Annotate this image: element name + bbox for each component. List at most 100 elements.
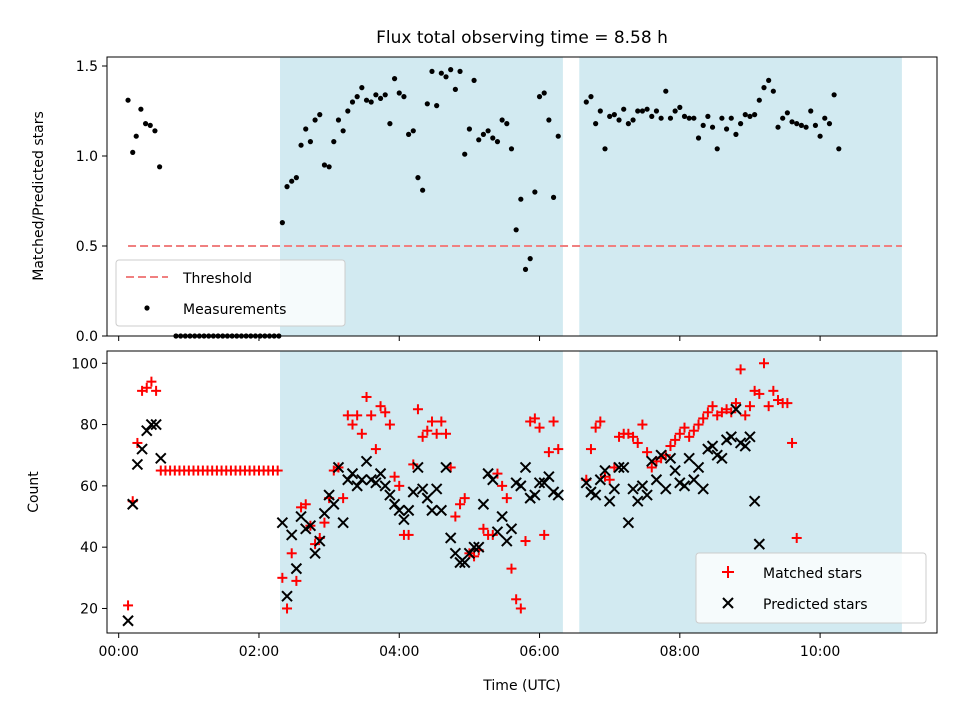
measurement-point [714,146,720,152]
measurement-point [677,104,683,110]
measurement-point [429,68,435,74]
predicted-star-point [416,483,429,495]
count-ytick-label: 80 [80,418,98,434]
measurement-point [663,88,669,94]
predicted-star-point [426,504,438,517]
matched-star-point [604,474,615,485]
predicted-star-point [332,461,345,474]
measurement-point [373,92,379,98]
predicted-star-point [468,541,480,553]
matched-star-point [361,391,372,402]
predicted-star-point [421,492,434,504]
predicted-star-point [136,443,148,455]
ratio-y-axis-label: Matched/Predicted stars [31,111,47,281]
predicted-star-point [393,504,405,517]
matched-star-point [291,575,302,586]
predicted-star-point [398,513,410,526]
predicted-star-point [356,474,368,486]
matched-star-point [310,539,321,550]
measurement-point [550,194,557,200]
measurement-point [443,74,449,80]
matched-star-point [132,437,143,448]
measurement-point [649,113,655,119]
measurement-point [377,95,384,101]
measurement-point [742,112,748,118]
matched-star-point [277,572,288,583]
measurement-point [152,128,158,134]
measurement-point [817,133,823,139]
measurement-point [705,113,711,119]
predicted-star-point [440,461,452,474]
matched-star-point [707,401,718,412]
measurement-point [298,142,304,148]
predicted-star-point [487,474,499,486]
predicted-star-point [515,480,527,492]
measurement-point [466,126,472,132]
measurement-point [616,117,622,123]
matched-star-point [698,413,709,424]
predicted-star-point [533,477,546,489]
matched-legend-label: Matched stars [763,566,862,582]
measurement-point [345,108,351,114]
measurement-point [625,121,631,127]
predicted-star-point [412,461,424,474]
predicted-star-point [599,464,611,477]
predicted-star-point [622,516,635,529]
measurement-point [532,189,538,195]
measurement-point [583,99,589,105]
measurement-point [766,77,772,83]
predicted-star-point [505,523,518,535]
predicted-star-point [459,556,471,569]
matched-star-point [356,428,367,439]
measurement-point [728,115,734,121]
matched-star-point [412,404,423,415]
count-xtick-label: 04:00 [379,644,419,660]
measurement-point [756,97,762,103]
measurement-point [147,122,153,128]
count-ytick-label: 40 [80,540,98,556]
ratio-legend: Threshold Measurements [115,259,346,327]
matched-star-point [478,523,489,534]
measurement-point [635,108,641,114]
predicted-star-point [384,489,396,501]
predicted-star-point [454,556,466,569]
predicted-star-point [669,464,681,477]
predicted-star-point [650,474,663,486]
measurement-point [340,128,346,134]
measurement-point [303,126,309,132]
predicted-legend-swatch [722,597,734,609]
matched-star-point [529,413,540,424]
measurement-point [504,121,510,127]
matched-star-point [417,431,428,442]
measurement-point [138,106,144,112]
matched-star-point [431,428,442,439]
measurement-point [448,67,454,73]
predicted-star-point [519,461,532,474]
matched-star-point [352,410,363,421]
count-ytick-label: 20 [80,601,98,617]
count-panel-frame [106,350,938,634]
measurement-point [359,85,365,91]
measurement-point [653,108,660,114]
measurement-point [621,106,627,112]
predicted-star-point [529,489,541,501]
measurement-point [681,113,688,119]
predicted-star-point [379,480,391,492]
matched-star-point [665,441,676,452]
predicted-star-point [608,483,621,495]
measurement-point [527,256,533,262]
matched-star-point [380,407,391,418]
measurement-point [289,178,295,184]
measurement-point [279,220,285,226]
measurement-point [836,146,842,152]
measurement-point [752,112,758,118]
measurement-point [812,122,819,128]
matched-star-point [730,398,741,409]
predicted-star-point [706,440,719,452]
predicted-star-point [370,477,382,489]
matched-star-point [403,529,414,540]
measurement-point [602,146,608,152]
measurement-point [284,184,290,190]
matched-star-point [497,480,508,491]
